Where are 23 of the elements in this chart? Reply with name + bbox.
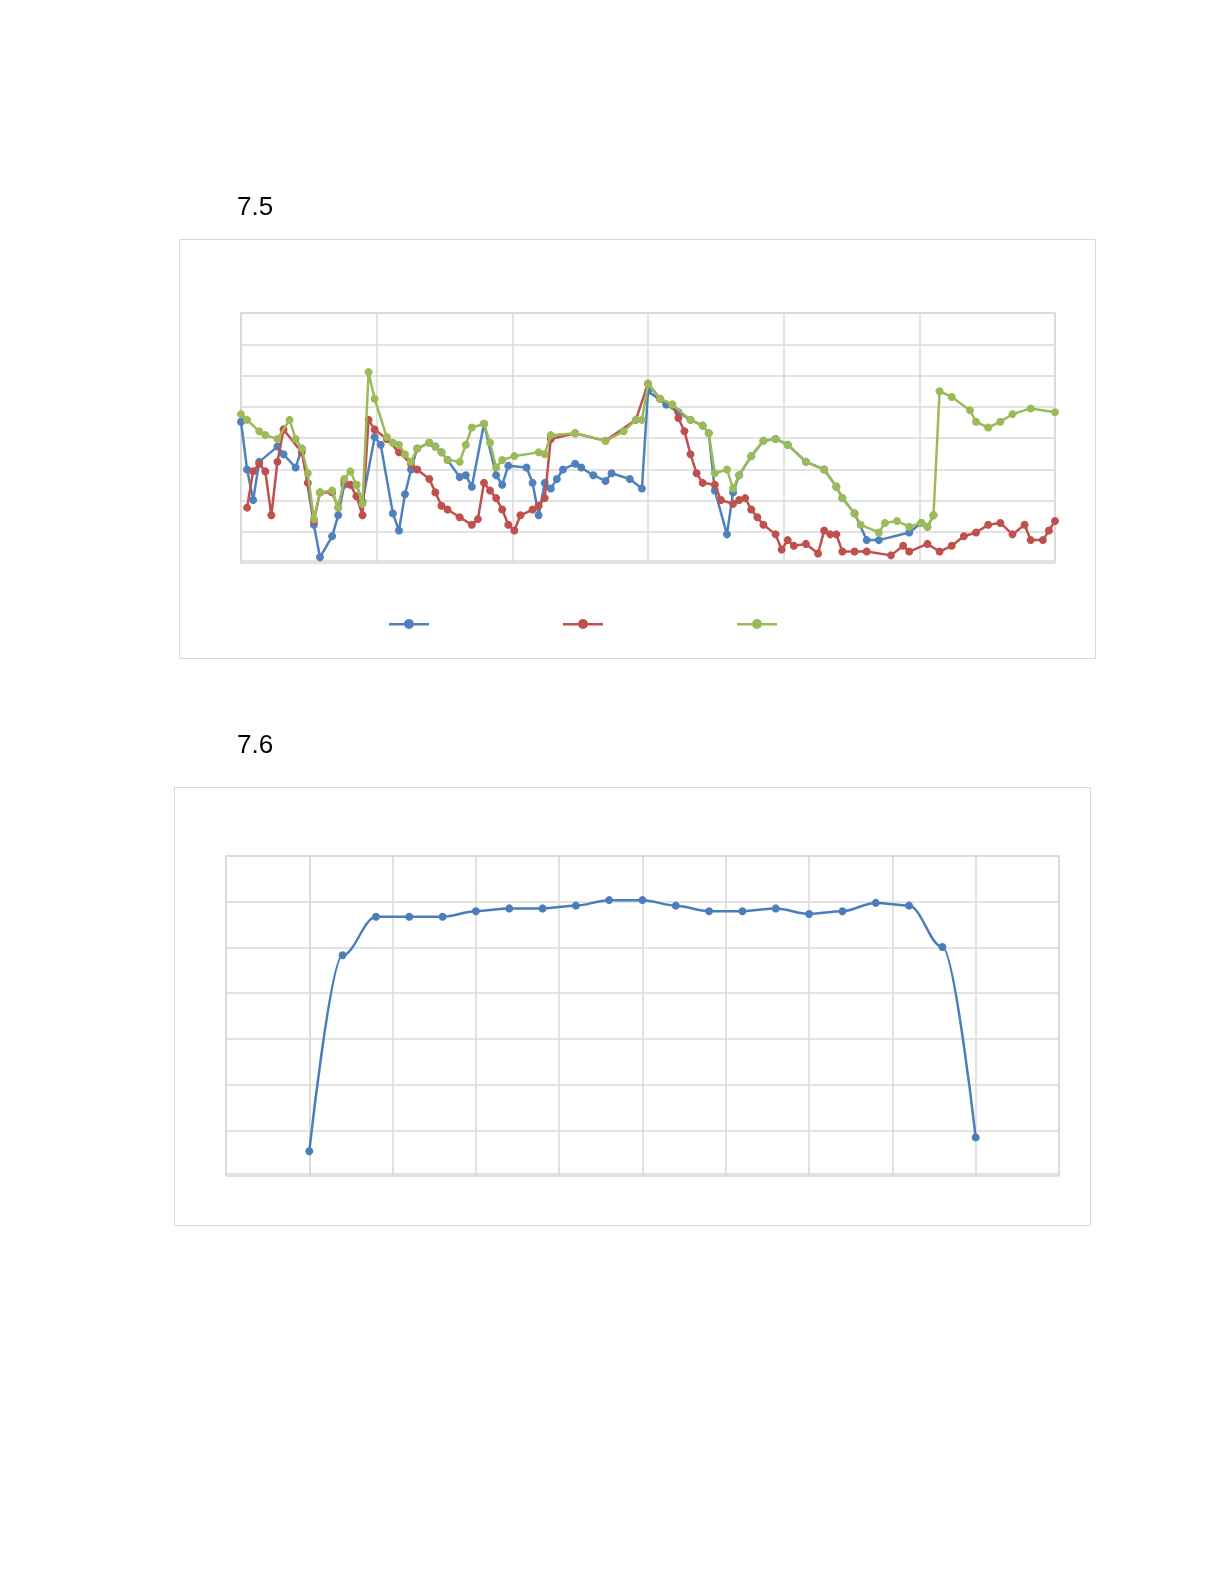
point [571,901,580,910]
point [671,901,680,910]
point [338,951,347,960]
point [838,907,847,916]
point [738,907,747,916]
point [905,901,914,910]
point [971,1133,980,1142]
point [505,904,514,913]
point [938,943,947,952]
chart-title: 7.6 [237,729,274,759]
point [871,898,880,907]
point [405,912,414,921]
point [771,904,780,913]
point [538,904,547,913]
point [638,896,647,905]
point [471,907,480,916]
point [305,1147,314,1156]
point [805,909,814,918]
point [705,907,714,916]
point [371,912,380,921]
chart-title: 7.5 [237,191,274,221]
point [605,896,614,905]
point [438,912,447,921]
